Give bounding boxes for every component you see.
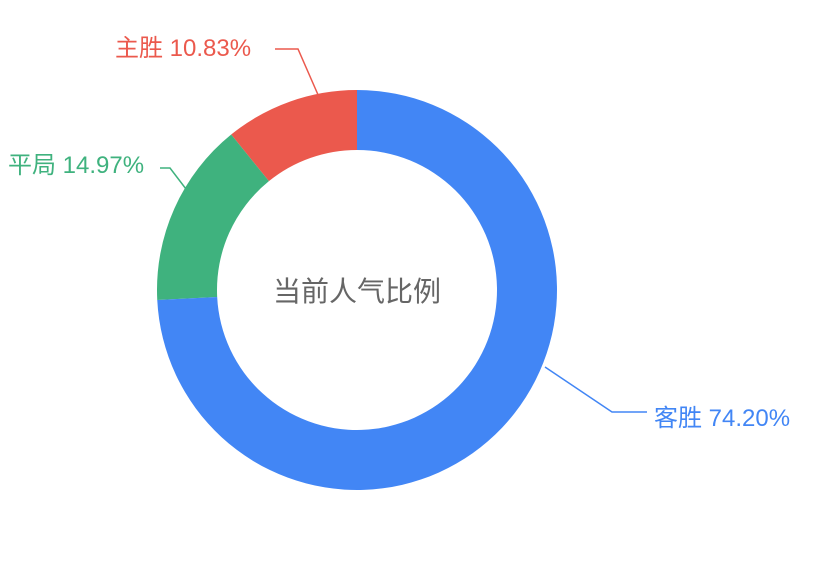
slice-label-percent: 14.97% [63,152,144,179]
leader-line-平局 [160,168,186,189]
slice-label-主胜: 主胜 10.83% [115,28,251,63]
slice-label-percent: 10.83% [170,35,251,62]
slice-label-平局: 平局 14.97% [8,145,144,180]
donut-chart: 当前人气比例 主胜 10.83% 平局 14.97% 客胜 74.20% [0,0,828,579]
slice-label-name: 客胜 [654,405,702,432]
slice-label-percent: 74.20% [709,405,790,432]
slice-label-客胜: 客胜 74.20% [654,398,790,433]
slice-label-name: 主胜 [115,35,163,62]
chart-center-title: 当前人气比例 [273,270,441,310]
leader-line-主胜 [275,49,319,97]
leader-line-客胜 [545,367,647,412]
slice-label-name: 平局 [8,152,56,179]
